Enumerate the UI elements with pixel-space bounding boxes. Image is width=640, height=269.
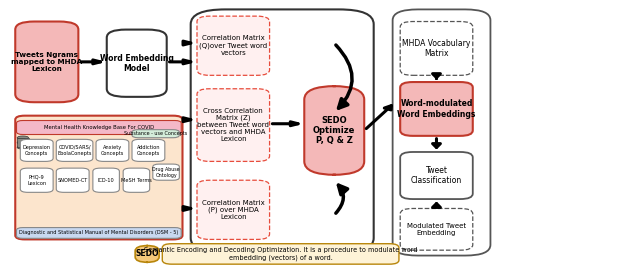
Text: Anxiety
Concepts: Anxiety Concepts [101,145,124,156]
FancyBboxPatch shape [197,16,269,75]
Text: Word-modulated
Word Embeddings: Word-modulated Word Embeddings [397,99,476,119]
FancyBboxPatch shape [153,164,179,180]
FancyBboxPatch shape [132,139,165,161]
Bar [17,138,29,147]
Ellipse shape [17,136,29,140]
Text: Addiction
Concepts: Addiction Concepts [137,145,160,156]
Ellipse shape [17,146,29,149]
FancyBboxPatch shape [56,139,93,161]
FancyBboxPatch shape [96,139,129,161]
FancyBboxPatch shape [15,116,182,239]
FancyBboxPatch shape [20,139,53,161]
Text: SNOMED-CT: SNOMED-CT [58,178,88,183]
Text: Substance - use Concepts: Substance - use Concepts [124,131,188,136]
FancyBboxPatch shape [163,244,399,264]
Text: Drug Abuse
Ontology: Drug Abuse Ontology [152,167,180,178]
Text: Tweets Ngrams
mapped to MHDA
Lexicon: Tweets Ngrams mapped to MHDA Lexicon [11,52,83,72]
Text: MHDA Vocabulary
Matrix: MHDA Vocabulary Matrix [403,39,470,58]
FancyBboxPatch shape [15,22,78,102]
FancyBboxPatch shape [132,130,179,138]
Text: MeSH Terms: MeSH Terms [121,178,152,183]
FancyBboxPatch shape [17,228,181,238]
FancyBboxPatch shape [135,246,159,262]
FancyBboxPatch shape [400,152,473,199]
Text: Mental Health Knowledge Base For COVID: Mental Health Knowledge Base For COVID [44,125,154,130]
FancyBboxPatch shape [93,168,120,192]
Text: PHQ-9
Lexicon: PHQ-9 Lexicon [27,175,46,186]
Text: Modulated Tweet
Embedding: Modulated Tweet Embedding [407,223,466,236]
FancyBboxPatch shape [400,82,473,136]
Text: Diagnostic and Statistical Manual of Mental Disorders (DSM - 5): Diagnostic and Statistical Manual of Men… [19,231,179,235]
Text: SEDO: SEDO [136,249,159,259]
FancyBboxPatch shape [304,86,364,175]
FancyBboxPatch shape [197,89,269,161]
Text: Tweet
Classification: Tweet Classification [411,166,462,185]
FancyBboxPatch shape [20,168,53,192]
FancyBboxPatch shape [400,22,473,75]
Text: ICD-10: ICD-10 [98,178,115,183]
FancyBboxPatch shape [400,208,473,250]
Text: Semantic Encoding and Decoding Optimization. It is a procedure to modulate word
: Semantic Encoding and Decoding Optimizat… [144,247,417,261]
Text: Depression
Concepts: Depression Concepts [22,145,51,156]
FancyBboxPatch shape [56,168,89,192]
FancyBboxPatch shape [123,168,150,192]
Text: Correlation Matrix
(Q)over Tweet word
vectors: Correlation Matrix (Q)over Tweet word ve… [199,36,268,56]
FancyBboxPatch shape [17,121,181,134]
FancyBboxPatch shape [197,180,269,239]
Text: Correlation Matrix
(P) over MHDA
Lexicon: Correlation Matrix (P) over MHDA Lexicon [202,200,265,220]
FancyBboxPatch shape [107,30,166,97]
Text: SEDO
Optimize
P, Q & Z: SEDO Optimize P, Q & Z [313,116,355,145]
Text: Word Embedding
Model: Word Embedding Model [100,54,173,73]
Text: Cross Correlation
Matrix (Z)
between Tweet word
vectors and MHDA
Lexicon: Cross Correlation Matrix (Z) between Twe… [197,108,269,142]
Ellipse shape [17,141,29,144]
Text: COVID/SARS/
EbolaConepts: COVID/SARS/ EbolaConepts [58,145,92,156]
